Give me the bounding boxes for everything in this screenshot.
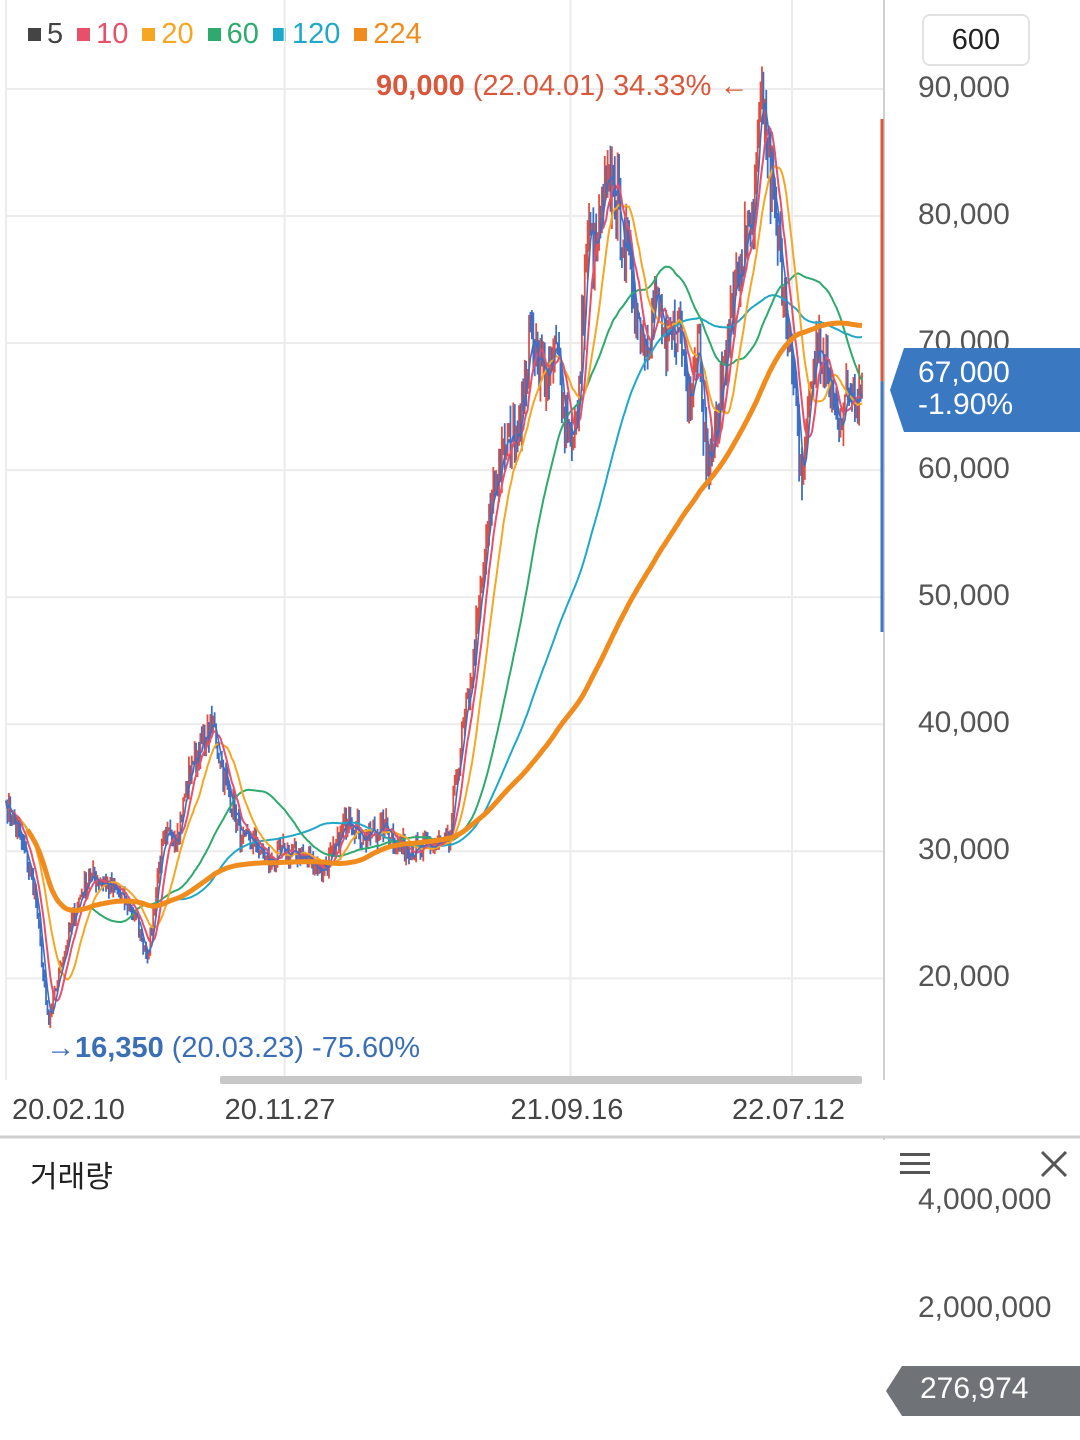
price-y-tick-label: 40,000 — [918, 706, 1010, 740]
legend-item-10: 10 — [77, 18, 128, 51]
legend-label: 10 — [96, 18, 129, 50]
current-price-change: -1.90% — [918, 388, 1014, 421]
legend-swatch-icon — [28, 28, 41, 41]
x-tick-label: 20.11.27 — [224, 1094, 336, 1126]
legend-label: 120 — [291, 18, 341, 50]
legend-swatch-icon — [272, 28, 286, 41]
legend-item-60: 60 — [207, 18, 259, 51]
ma-20-line — [5, 165, 863, 981]
x-tick-label: 21.09.16 — [510, 1094, 624, 1126]
time-scroll-bar — [220, 1076, 862, 1084]
price-y-tick-label: 20,000 — [918, 960, 1010, 994]
low-value: 16,350 — [75, 1032, 164, 1064]
legend-item-224: 224 — [354, 18, 422, 51]
period-button[interactable]: 600 — [922, 14, 1030, 66]
legend-swatch-icon — [77, 28, 91, 41]
legend-item-120: 120 — [272, 18, 341, 51]
price-y-tick-label: 30,000 — [918, 833, 1010, 867]
x-tick-label: 22.07.12 — [731, 1094, 845, 1126]
chart-legend: 5 10 20 60 120 224 — [28, 18, 422, 51]
ma-10-line — [5, 125, 863, 1002]
price-y-tick-label: 60,000 — [918, 452, 1010, 486]
right-arrow-icon: → — [46, 1032, 75, 1064]
price-y-tick-label: 50,000 — [918, 579, 1010, 613]
volume-panel-title: 거래량 — [30, 1161, 113, 1194]
low-price-annotation: →16,350 (20.03.23) -75.60% — [46, 1032, 420, 1065]
volume-y-tick-label: 4,000,000 — [918, 1183, 1052, 1217]
low-date: (20.03.23) — [171, 1032, 304, 1064]
current-volume-badge: 276,974 — [886, 1366, 1080, 1416]
ma-5-line — [5, 103, 863, 1014]
legend-item-5: 5 — [28, 18, 63, 51]
hamburger-menu-icon[interactable] — [900, 1150, 930, 1178]
price-y-tick-label: 90,000 — [918, 70, 1010, 104]
high-value: 90,000 — [376, 70, 465, 102]
current-volume-value: 276,974 — [920, 1372, 1029, 1405]
close-icon[interactable] — [1036, 1146, 1072, 1182]
legend-item-20: 20 — [142, 18, 194, 51]
legend-label: 224 — [373, 18, 422, 50]
price-chart — [0, 0, 1080, 1140]
high-price-annotation: 90,000 (22.04.01) 34.33% ← — [376, 70, 748, 103]
low-pct: -75.60% — [312, 1032, 421, 1064]
ma-224-line — [25, 320, 864, 913]
x-tick-label: 20.02.10 — [12, 1094, 125, 1126]
legend-swatch-icon — [142, 28, 156, 41]
legend-swatch-icon — [354, 28, 368, 41]
high-date: (22.04.01) — [472, 70, 605, 102]
current-price-value: 67,000 — [918, 356, 1010, 389]
current-price-badge: 67,000 -1.90% — [890, 348, 1080, 432]
volume-y-tick-label: 2,000,000 — [918, 1290, 1052, 1324]
high-pct: 34.33% — [613, 70, 712, 102]
legend-label: 60 — [226, 18, 259, 50]
ma-60-line — [5, 265, 863, 923]
price-y-tick-label: 80,000 — [918, 198, 1010, 231]
legend-label: 20 — [161, 18, 194, 50]
legend-label: 5 — [47, 18, 64, 50]
left-arrow-icon: ← — [719, 70, 749, 102]
legend-swatch-icon — [207, 28, 221, 41]
